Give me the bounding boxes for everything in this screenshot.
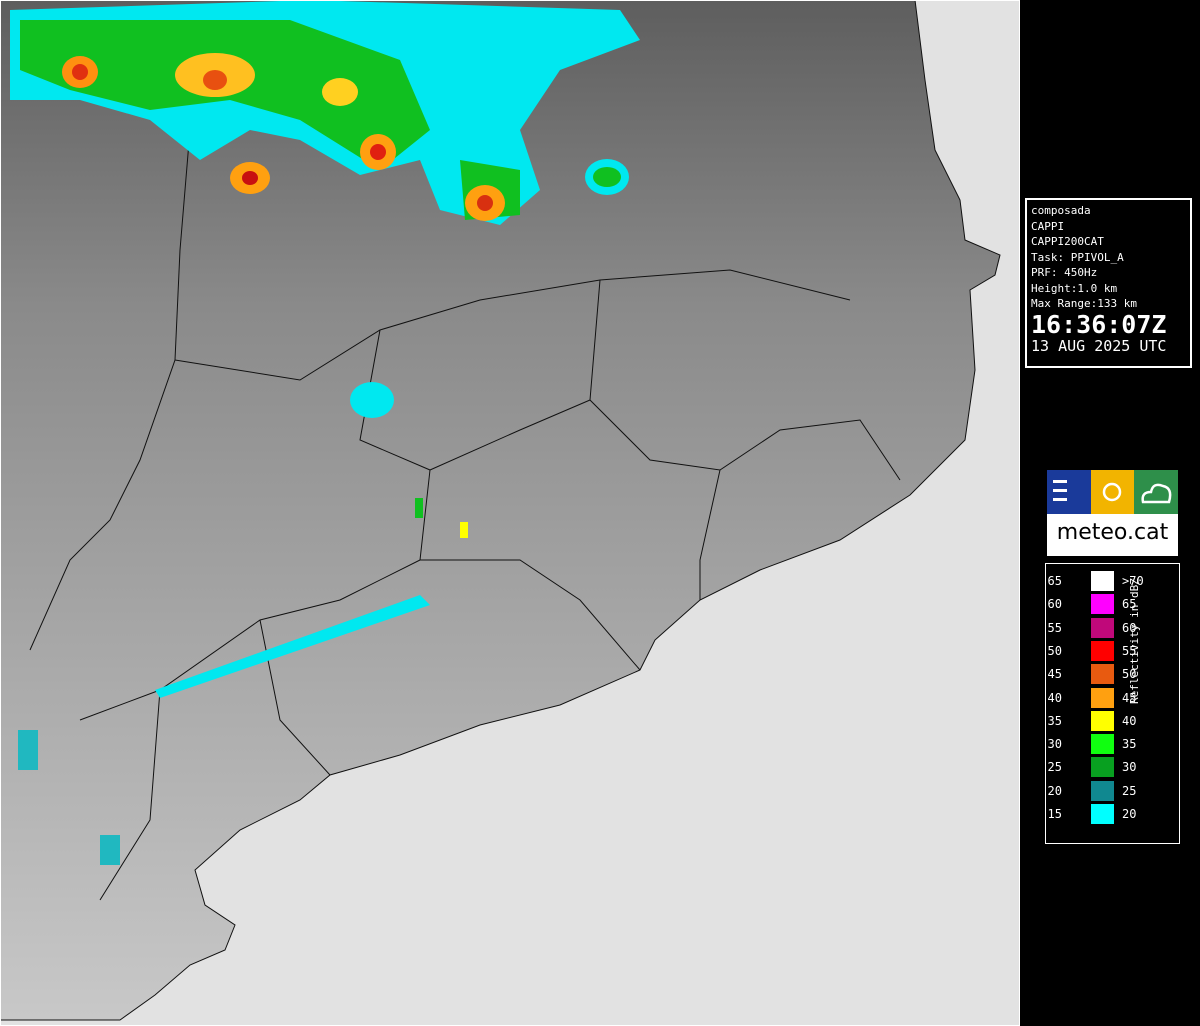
legend-swatch [1091,710,1114,731]
legend-swatch [1091,594,1114,615]
radar-echoes [10,0,640,865]
info-line: Task: PPIVOL_A [1031,250,1124,264]
legend-row: 65 >70 [1046,571,1156,591]
legend-swatch [1091,804,1114,824]
legend-high: 65 [1122,597,1137,612]
legend-row: 60 65 [1046,594,1156,615]
legend-low: 65 [1047,574,1062,588]
legend-low: 45 [1047,667,1062,682]
legend-swatch [1091,640,1114,661]
info-line: PRF: 450Hz [1031,266,1098,279]
info-line: composada [1031,204,1091,217]
legend-swatch [1091,780,1114,801]
legend-low: 35 [1047,713,1062,728]
info-line: Height:1.0 km [1031,281,1118,295]
legend-swatch [1091,664,1114,685]
legend-high: 30 [1122,760,1137,775]
logo-text: meteo.cat [1056,520,1169,545]
legend-row: 40 45 [1046,687,1156,708]
legend-row: 20 25 [1046,780,1156,801]
legend-high: 50 [1122,667,1137,682]
radar-map [0,0,1020,1026]
legend-row: 30 35 [1046,734,1156,755]
info-line: CAPPI [1031,219,1065,233]
info-line: Max Range:133 km [1031,297,1137,310]
legend-swatch [1091,571,1114,591]
legend-low: 40 [1047,690,1062,705]
legend-row: 50 55 [1046,640,1156,661]
legend-high: 25 [1122,783,1137,798]
info-date: 13 AUG 2025 UTC [1031,336,1167,355]
info-time: 16:36:07Z [1031,309,1167,339]
logo: meteo.cat [1047,470,1178,556]
legend-high: 55 [1122,643,1137,658]
logo-icons [1047,470,1178,514]
legend-high: 20 [1122,807,1137,821]
legend: Reflectivity in dBZ 65 >70 60 65 55 60 50 55 45 5… [1045,563,1180,844]
legend-row: 55 60 [1046,617,1156,638]
info-panel: composada CAPPI CAPPI200CAT Task: PPIVOL_A P… [1025,198,1192,368]
legend-low: 55 [1047,620,1062,635]
info-line: CAPPI200CAT [1031,235,1104,248]
legend-row: 35 40 [1046,710,1156,731]
legend-low: 20 [1047,783,1062,798]
legend-row: 25 30 [1046,757,1156,778]
legend-swatch [1091,617,1114,638]
legend-high: 45 [1122,690,1137,705]
legend-low: 15 [1047,807,1062,821]
legend-high: >70 [1122,574,1144,588]
legend-high: 40 [1122,713,1137,728]
legend-high: 35 [1122,737,1137,752]
legend-swatch [1091,734,1114,755]
legend-swatch [1091,757,1114,778]
legend-row: 45 50 [1046,664,1156,685]
legend-low: 25 [1047,760,1062,775]
legend-swatch [1091,687,1114,708]
legend-high: 60 [1122,620,1137,635]
legend-low: 30 [1047,737,1062,752]
legend-low: 50 [1047,643,1062,658]
legend-low: 60 [1047,597,1062,612]
land [0,0,1001,1021]
legend-row: 15 20 [1046,804,1156,824]
